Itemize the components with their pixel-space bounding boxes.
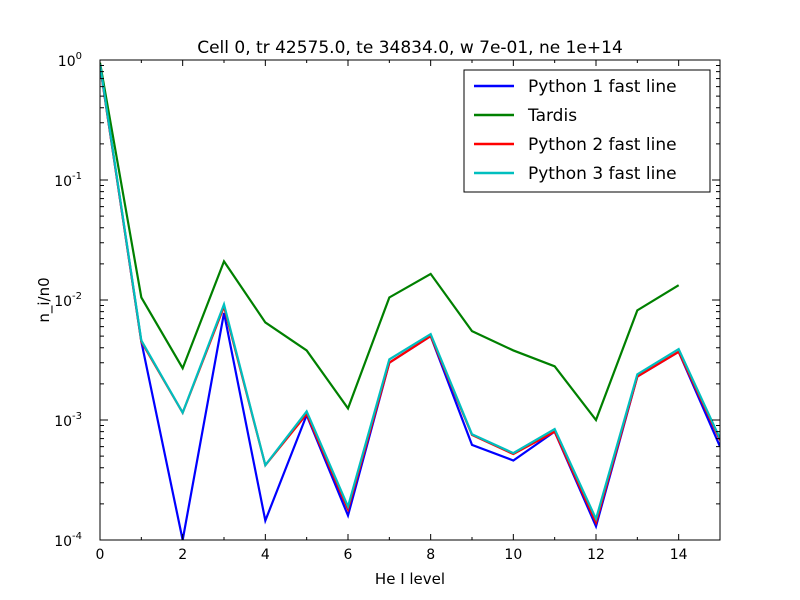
y-axis-label: n_i/n0 bbox=[35, 277, 54, 322]
y-tick-label: 10-3 bbox=[54, 411, 82, 430]
series-layer bbox=[100, 62, 720, 540]
x-tick-label: 4 bbox=[261, 547, 270, 563]
legend-label-1: Python 1 fast line bbox=[528, 77, 677, 97]
x-tick-label: 2 bbox=[178, 547, 187, 563]
legend-box bbox=[463, 69, 711, 193]
x-tick-label: 0 bbox=[96, 547, 105, 563]
legend-label-2: Tardis bbox=[527, 106, 577, 126]
x-tick-label: 12 bbox=[587, 547, 605, 563]
y-tick-label: 10-2 bbox=[54, 291, 82, 310]
x-tick-label: 8 bbox=[426, 547, 435, 563]
series-line-2 bbox=[100, 62, 680, 423]
x-tick-label: 6 bbox=[344, 547, 353, 563]
y-tick-label: 100 bbox=[58, 51, 82, 70]
y-tick-label: 10-1 bbox=[54, 171, 82, 190]
chart-title: Cell 0, tr 42575.0, te 34834.0, w 7e-01,… bbox=[197, 38, 623, 58]
legend-label-3: Python 2 fast line bbox=[528, 135, 677, 155]
ticks-layer: 0 2 4 6 8 10 12 14 10-4 10-3 10-2 10-1 100 bbox=[54, 51, 720, 563]
y-tick-label: 10-4 bbox=[54, 531, 82, 550]
x-tick-label: 14 bbox=[670, 547, 688, 563]
series-line-4 bbox=[100, 64, 720, 523]
x-axis-label: He I level bbox=[375, 570, 445, 588]
legend: Python 1 fast line Tardis Python 2 fast li… bbox=[463, 69, 711, 193]
legend-label-4: Python 3 fast line bbox=[528, 164, 677, 184]
x-tick-label: 10 bbox=[504, 547, 522, 563]
